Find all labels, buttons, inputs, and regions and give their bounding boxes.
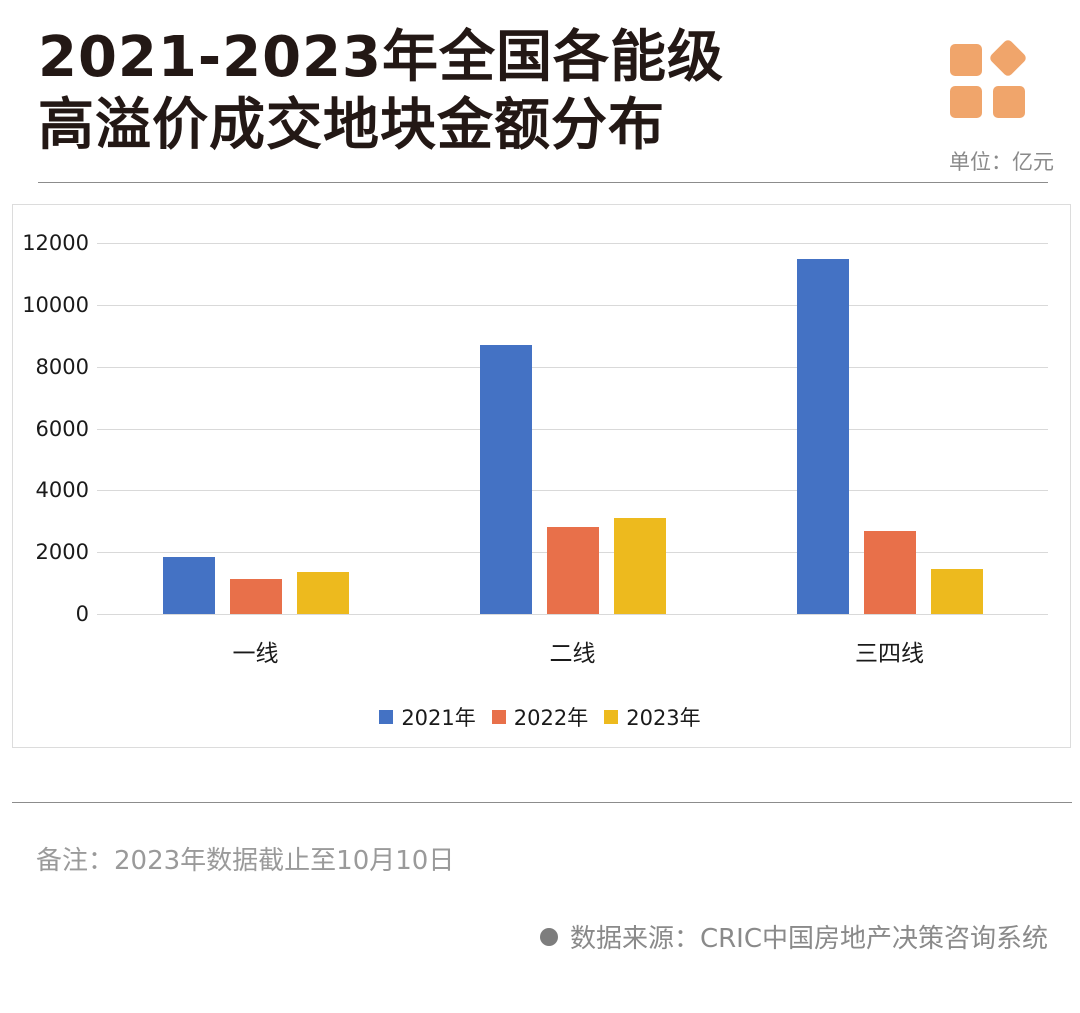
header-divider bbox=[38, 182, 1048, 183]
bar-2022年-三四线 bbox=[863, 530, 916, 614]
bar-2021年-二线 bbox=[479, 345, 532, 614]
page-title: 2021-2023年全国各能级 高溢价成交地块金额分布 bbox=[38, 24, 724, 160]
x-category-label: 三四线 bbox=[855, 641, 924, 667]
data-source: 数据来源：CRIC中国房地产决策咨询系统 bbox=[539, 918, 1048, 955]
legend-label: 2022年 bbox=[513, 706, 589, 730]
legend-label: 2021年 bbox=[401, 706, 476, 730]
bar-2021年-一线 bbox=[162, 557, 215, 614]
title-line-1: 2021-2023年全国各能级 bbox=[38, 25, 724, 90]
legend-swatch-icon bbox=[491, 710, 506, 724]
title-line-2: 高溢价成交地块金额分布 bbox=[38, 93, 665, 158]
bar-2022年-一线 bbox=[229, 579, 282, 614]
bar-2022年-二线 bbox=[546, 526, 599, 614]
y-tick-label: 12000 bbox=[22, 231, 89, 255]
y-tick-label: 0 bbox=[75, 602, 89, 626]
gridline bbox=[97, 490, 1048, 492]
legend-item: 2021年 bbox=[379, 702, 476, 732]
gridline bbox=[97, 614, 1048, 615]
footer-divider bbox=[12, 802, 1072, 803]
legend-swatch-icon bbox=[604, 710, 619, 724]
footnote: 备注：2023年数据截止至10月10日 bbox=[36, 846, 455, 876]
bullet-dot-icon bbox=[539, 927, 558, 946]
y-tick-label: 2000 bbox=[35, 540, 89, 565]
x-category-label: 二线 bbox=[549, 641, 596, 667]
chart-frame bbox=[12, 204, 1071, 748]
x-category-label: 一线 bbox=[232, 641, 279, 667]
gridline bbox=[97, 243, 1048, 244]
y-tick-label: 4000 bbox=[35, 478, 89, 503]
chart-legend: 2021年 2022年 2023年 bbox=[0, 702, 1080, 732]
four-squares-logo-icon bbox=[950, 40, 1026, 118]
bar-2023年-三四线 bbox=[930, 568, 983, 614]
legend-item: 2022年 bbox=[491, 702, 589, 732]
bar-2023年-一线 bbox=[296, 571, 349, 614]
unit-label: 单位：亿元 bbox=[949, 150, 1054, 174]
bar-2023年-二线 bbox=[613, 518, 666, 614]
gridline bbox=[97, 304, 1048, 306]
plot-area bbox=[97, 243, 1048, 615]
legend-item: 2023年 bbox=[604, 702, 701, 732]
bar-2021年-三四线 bbox=[796, 259, 849, 614]
y-tick-label: 8000 bbox=[35, 354, 89, 379]
y-tick-label: 6000 bbox=[35, 416, 89, 441]
legend-swatch-icon bbox=[379, 710, 394, 724]
data-source-text: 数据来源：CRIC中国房地产决策咨询系统 bbox=[569, 924, 1048, 954]
gridline bbox=[97, 428, 1048, 430]
legend-label: 2023年 bbox=[626, 706, 701, 730]
gridline bbox=[97, 366, 1048, 368]
y-tick-label: 10000 bbox=[22, 292, 89, 317]
